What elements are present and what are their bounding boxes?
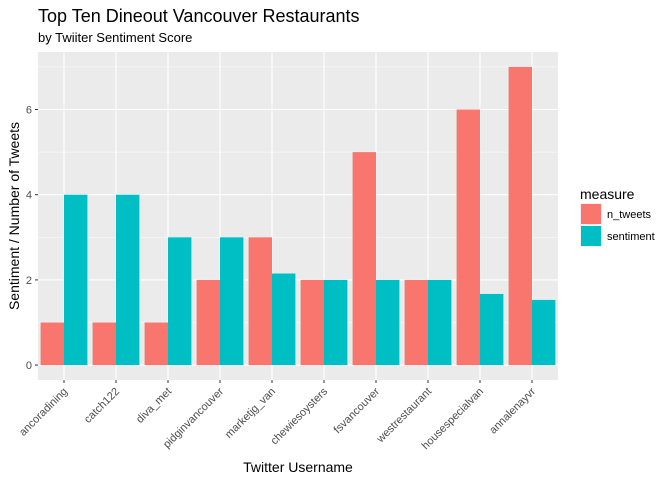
bar-n_tweets (196, 279, 220, 366)
bar-n_tweets (456, 109, 480, 366)
chart-subtitle: by Twiiter Sentiment Score (38, 30, 192, 45)
y-tick-label: 6 (26, 105, 32, 117)
legend-label: sentiment (607, 231, 655, 243)
y-axis-title: Sentiment / Number of Tweets (6, 122, 22, 310)
y-tick-label: 4 (26, 190, 32, 202)
legend-swatch-sentiment (581, 226, 601, 246)
x-axis: ancoradining catch122 diva_metpidginvancou… (17, 380, 538, 452)
legend-swatch-n_tweets (581, 204, 601, 224)
bar-sentiment (532, 299, 556, 366)
bar-sentiment (324, 279, 348, 366)
bar-sentiment (480, 293, 504, 366)
x-tick-label: fsvancouver (332, 385, 383, 436)
y-axis: 0 2 4 6 (26, 105, 38, 372)
bar-n_tweets (352, 152, 376, 366)
x-tick-label: chewiesoysters (268, 385, 330, 447)
bar-sentiment (168, 237, 192, 366)
bar-n_tweets (404, 279, 428, 366)
bar-n_tweets (300, 279, 324, 366)
x-tick-label: ancoradining (17, 386, 70, 439)
x-tick-label: marketjg_van (223, 386, 278, 441)
y-tick-label: 0 (26, 360, 32, 372)
legend-label: n_tweets (607, 209, 652, 221)
chart-title: Top Ten Dineout Vancouver Restaurants (38, 6, 360, 26)
bars (40, 66, 556, 366)
x-tick-label: annalenayvr (487, 385, 538, 436)
legend: measure n_tweets sentiment (580, 186, 655, 247)
bar-sentiment (376, 279, 400, 366)
legend-title: measure (580, 186, 635, 202)
y-tick-label: 2 (26, 275, 32, 287)
bar-n_tweets (248, 237, 272, 366)
bar-sentiment (428, 279, 452, 366)
bar-sentiment (64, 194, 88, 366)
bar-n_tweets (92, 322, 116, 366)
x-axis-title: Twitter Username (243, 459, 353, 475)
bar-sentiment (220, 237, 244, 366)
x-tick-label: catch122 (82, 386, 122, 426)
bar-n_tweets (144, 322, 168, 366)
bar-n_tweets (508, 66, 532, 366)
bar-sentiment (272, 273, 296, 366)
x-tick-label: diva_met (134, 386, 174, 426)
bar-n_tweets (40, 322, 64, 366)
bar-sentiment (116, 194, 140, 366)
